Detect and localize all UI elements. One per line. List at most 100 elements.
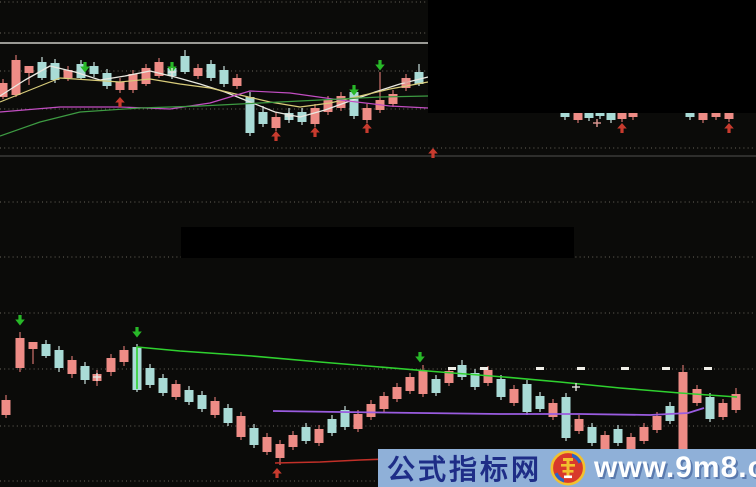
candlestick (362, 108, 372, 120)
signal-arrow-up-icon (272, 468, 282, 478)
candlestick (1, 400, 11, 415)
candlestick (106, 358, 116, 372)
candlestick (431, 379, 441, 393)
candlestick (15, 338, 25, 368)
candlestick (349, 92, 359, 116)
candlestick (457, 365, 467, 377)
candlestick (115, 82, 125, 90)
signal-arrow-up-icon (115, 97, 125, 107)
candlestick (509, 389, 519, 403)
candlestick (587, 427, 597, 443)
signal-red-line (274, 458, 387, 464)
site-logo-icon (550, 450, 586, 486)
redaction-box-top-right (428, 0, 756, 113)
watermark-site-name: 公式指标网 (387, 454, 543, 485)
candlestick (76, 64, 86, 78)
candlestick (0, 83, 8, 97)
candlestick (418, 371, 428, 394)
ma-green-line (0, 95, 429, 137)
candlestick (245, 97, 255, 133)
candlestick (28, 342, 38, 349)
candlestick (145, 368, 155, 385)
watermark-url: www.9m8.cn (594, 451, 756, 484)
candlestick (219, 70, 229, 84)
signal-green-line (136, 346, 738, 398)
candlestick (119, 350, 129, 362)
candlestick (327, 419, 337, 433)
candlestick (574, 419, 584, 431)
candlestick (692, 389, 702, 403)
candlestick (548, 403, 558, 417)
candlestick (405, 377, 415, 391)
candlestick (711, 110, 721, 117)
signal-arrow-up-icon (362, 123, 372, 133)
candlestick (301, 427, 311, 441)
candlestick (154, 62, 164, 76)
signal-arrow-down-icon (15, 315, 25, 326)
candlestick (232, 78, 242, 86)
candlestick (414, 72, 424, 84)
signal-arrow-down-icon (132, 327, 142, 338)
candlestick (496, 379, 506, 397)
candlestick (584, 111, 594, 118)
white-dash-tick (621, 367, 629, 370)
candlestick (573, 113, 583, 120)
candlestick (89, 66, 99, 74)
candlestick (50, 63, 60, 80)
white-dash-tick (448, 367, 456, 370)
signal-arrow-up-icon (724, 123, 734, 133)
candlestick (193, 68, 203, 76)
candlestick (171, 384, 181, 397)
candlestick (24, 66, 34, 73)
white-dash-tick (577, 367, 585, 370)
candlestick (560, 110, 570, 117)
candlestick (613, 429, 623, 443)
candlestick (561, 397, 571, 438)
signal-arrow-up-icon (310, 127, 320, 137)
signal-arrow-down-icon (375, 60, 385, 71)
candlestick (210, 401, 220, 415)
candlestick (606, 113, 616, 120)
candlestick (249, 428, 259, 445)
candlestick (600, 435, 610, 449)
candlestick (353, 414, 363, 429)
candlestick (685, 110, 695, 117)
candlestick (158, 378, 168, 393)
signal-arrow-down-icon (349, 85, 359, 96)
candlestick (628, 110, 638, 117)
candlestick (470, 373, 480, 387)
candlestick (11, 60, 21, 95)
signal-arrow-down-icon (80, 62, 90, 73)
signal-arrow-down-icon (415, 352, 425, 363)
candlestick (180, 56, 190, 72)
candlestick (617, 112, 627, 119)
candlestick (314, 429, 324, 443)
candlestick (718, 403, 728, 417)
candlestick (724, 112, 734, 119)
candlestick (41, 344, 51, 356)
candlestick (639, 427, 649, 441)
candlestick (379, 396, 389, 409)
candlestick (206, 64, 216, 78)
candlestick (652, 416, 662, 430)
signal-arrow-up-icon (428, 148, 438, 158)
candlestick (197, 395, 207, 409)
white-dash-tick (704, 367, 712, 370)
candlestick (444, 371, 454, 383)
white-dash-tick (480, 367, 488, 370)
candlestick (275, 444, 285, 458)
candlestick (678, 372, 688, 468)
candlestick (366, 404, 376, 417)
candlestick (323, 100, 333, 112)
candlestick (288, 435, 298, 447)
candlestick (258, 112, 268, 124)
redaction-box-middle (181, 227, 574, 258)
signal-purple-line (272, 407, 705, 416)
candlestick (705, 397, 715, 419)
candlestick (522, 384, 532, 412)
candlestick (223, 408, 233, 423)
white-dash-tick (536, 367, 544, 370)
signal-arrow-down-icon (167, 62, 177, 73)
